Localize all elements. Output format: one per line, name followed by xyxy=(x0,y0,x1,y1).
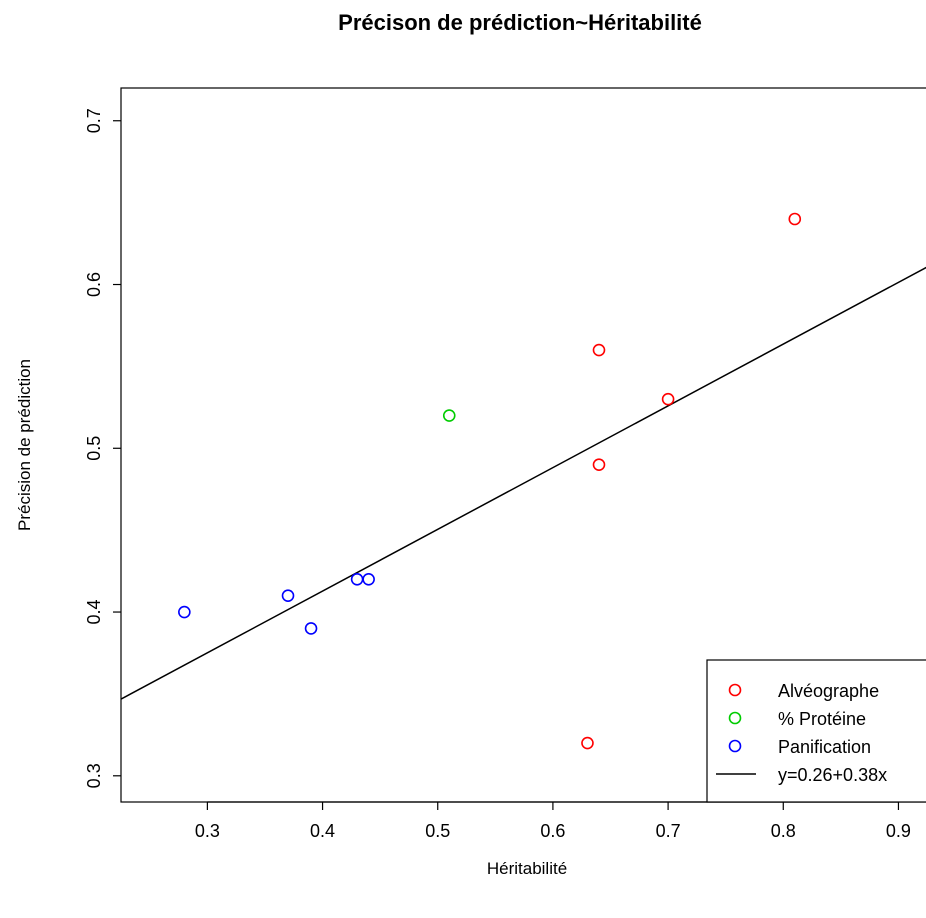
y-axis: 0.3 0.4 0.5 0.6 0.7 xyxy=(84,108,121,788)
data-point xyxy=(178,605,191,619)
legend-marker xyxy=(728,683,742,697)
legend-marker xyxy=(728,739,742,753)
y-tick-label: 0.7 xyxy=(84,108,104,133)
points-layer xyxy=(178,212,802,750)
legend-label: y=0.26+0.38x xyxy=(778,765,887,785)
x-tick-label: 0.3 xyxy=(195,821,220,841)
x-tick-label: 0.4 xyxy=(310,821,335,841)
regression-line xyxy=(121,266,926,700)
y-tick-label: 0.5 xyxy=(84,436,104,461)
legend: Alvéographe % Protéine Panification y=0.26+… xyxy=(706,659,926,803)
x-axis-label: Héritabilité xyxy=(487,859,567,878)
data-point xyxy=(281,589,295,602)
data-point xyxy=(442,409,456,422)
y-tick-label: 0.6 xyxy=(84,272,104,297)
data-point xyxy=(581,736,594,750)
x-tick-label: 0.8 xyxy=(771,821,796,841)
legend-label: % Protéine xyxy=(778,709,866,729)
legend-label: Alvéographe xyxy=(778,681,879,701)
x-tick-label: 0.5 xyxy=(425,821,450,841)
regression-layer xyxy=(121,266,926,700)
y-tick-label: 0.4 xyxy=(84,600,104,625)
data-point xyxy=(592,458,606,471)
x-tick-label: 0.7 xyxy=(656,821,681,841)
legend-label: Panification xyxy=(778,737,871,757)
x-tick-label: 0.9 xyxy=(886,821,911,841)
data-point xyxy=(362,572,375,586)
data-point xyxy=(788,212,802,226)
y-tick-label: 0.3 xyxy=(84,763,104,788)
data-point xyxy=(304,622,318,635)
legend-marker xyxy=(728,711,742,725)
x-axis: 0.3 0.4 0.5 0.6 0.7 0.8 0.9 xyxy=(195,801,911,841)
chart-title: Précison de prédiction~Héritabilité xyxy=(338,10,702,35)
legend-box xyxy=(706,659,926,803)
x-tick-label: 0.6 xyxy=(540,821,565,841)
data-point xyxy=(661,392,675,406)
y-axis-label: Précision de prédiction xyxy=(15,359,34,531)
data-point xyxy=(350,572,364,586)
data-point xyxy=(592,343,606,357)
